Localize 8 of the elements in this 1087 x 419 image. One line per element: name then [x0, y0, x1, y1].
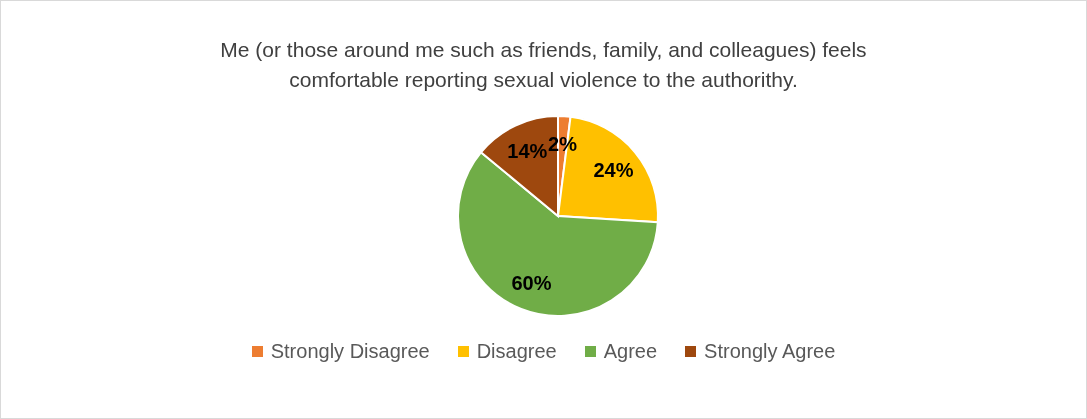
chart-title: Me (or those around me such as friends, family, and colleagues) feels comfortable reporting sexual violence to the authorithy.	[219, 37, 868, 93]
data-label: 14%	[507, 139, 548, 162]
legend-label: Disagree	[476, 340, 557, 363]
legend-label: Strongly Disagree	[270, 340, 430, 363]
data-label: 60%	[511, 271, 552, 294]
data-label: 24%	[593, 159, 634, 182]
legend-label: Agree	[603, 340, 658, 363]
legend-label: Strongly Agree	[704, 340, 836, 363]
